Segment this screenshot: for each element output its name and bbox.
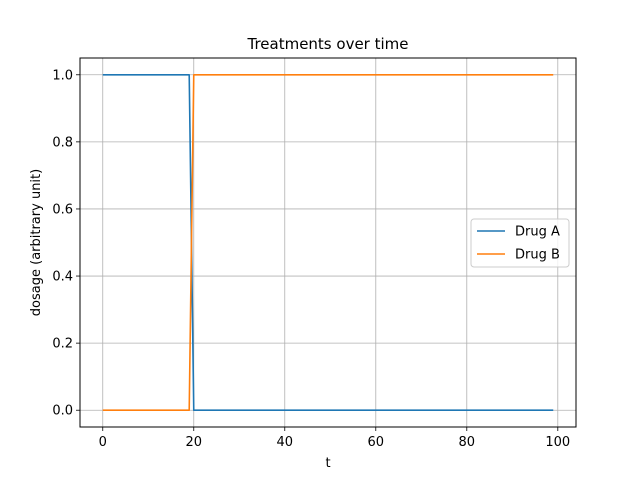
x-tick-label: 80 xyxy=(459,435,476,450)
chart-title: Treatments over time xyxy=(246,35,408,53)
y-tick-label: 0.4 xyxy=(52,270,73,285)
legend-label: Drug A xyxy=(515,225,560,240)
legend: Drug A Drug B xyxy=(470,218,570,268)
x-tick-label: 40 xyxy=(276,435,293,450)
y-axis-label: dosage (arbitrary unit) xyxy=(29,169,44,316)
grid xyxy=(80,58,576,427)
x-tick-label: 60 xyxy=(368,435,385,450)
x-tick-label: 0 xyxy=(99,435,107,450)
legend-label: Drug B xyxy=(515,248,560,263)
plot-frame xyxy=(79,57,577,428)
x-tick-label: 100 xyxy=(545,435,570,450)
series-line-2 xyxy=(102,73,554,412)
axis-ticks: 0 20 40 60 80 100 0.0 0.2 0.4 0.6 0.8 1.0 xyxy=(52,68,570,450)
y-tick-label: 0.2 xyxy=(52,337,73,352)
y-tick-label: 0.0 xyxy=(52,404,73,419)
y-tick-label: 1.0 xyxy=(52,68,73,83)
y-tick-label: 0.8 xyxy=(52,135,73,150)
x-tick-label: 20 xyxy=(185,435,202,450)
x-axis-label: t xyxy=(325,456,330,471)
series-lines xyxy=(102,73,554,412)
y-tick-label: 0.6 xyxy=(52,202,73,217)
